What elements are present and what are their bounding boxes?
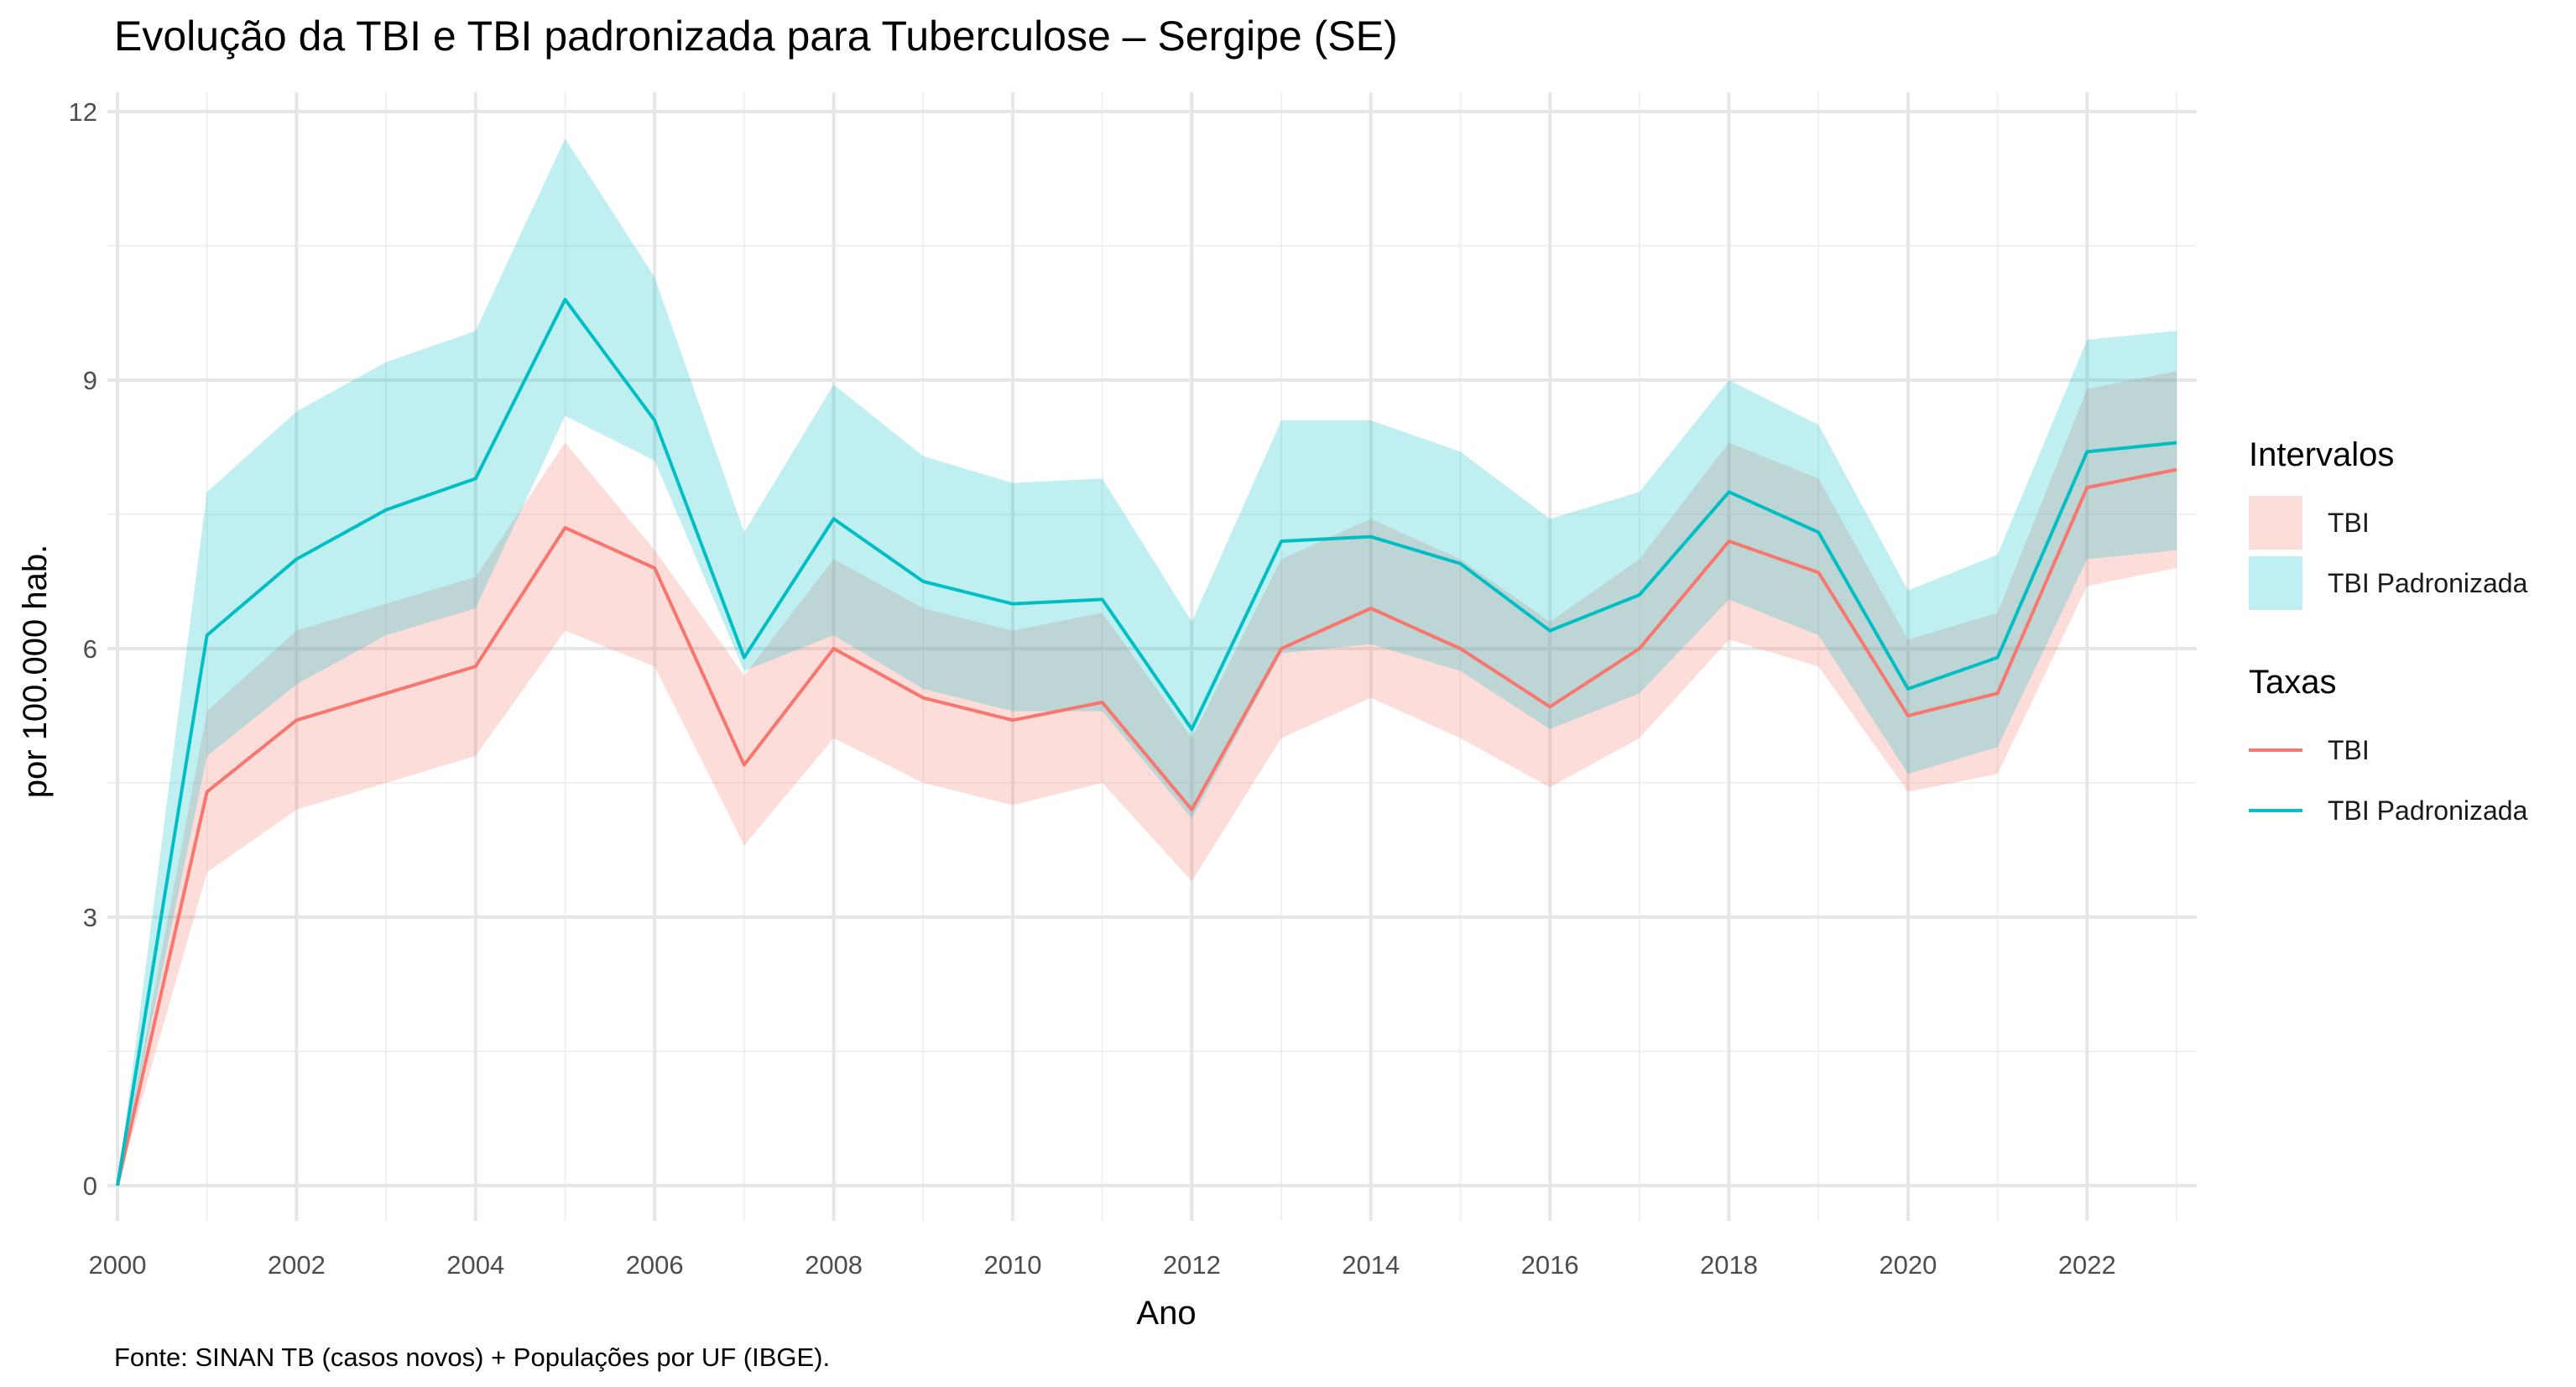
legend-rates: Taxas TBI TBI Padronizada bbox=[2249, 664, 2527, 841]
y-axis-ticks: 0 3 6 9 12 bbox=[69, 97, 97, 1201]
legend-label: TBI bbox=[2328, 734, 2370, 765]
y-tick-label: 0 bbox=[83, 1171, 97, 1201]
legend-key-tbi-ribbon bbox=[2249, 496, 2302, 550]
y-tick-label: 9 bbox=[83, 366, 97, 395]
x-tick-label: 2012 bbox=[1163, 1250, 1221, 1280]
x-tick-label: 2000 bbox=[89, 1250, 147, 1280]
legend-key-padronizada-ribbon bbox=[2249, 556, 2302, 610]
x-tick-label: 2018 bbox=[1700, 1250, 1758, 1280]
x-axis-label: Ano bbox=[1136, 1295, 1196, 1332]
legend-key-padronizada-line bbox=[2249, 784, 2302, 837]
x-tick-label: 2006 bbox=[626, 1250, 684, 1280]
x-tick-label: 2016 bbox=[1521, 1250, 1579, 1280]
x-tick-label: 2002 bbox=[268, 1250, 326, 1280]
legend: Intervalos TBI TBI Padronizada Taxas TBI… bbox=[2249, 436, 2527, 841]
series-lines bbox=[116, 298, 2177, 1186]
legend-label: TBI Padronizada bbox=[2328, 795, 2528, 826]
y-axis-label: por 100.000 hab. bbox=[17, 545, 54, 798]
legend-label: TBI Padronizada bbox=[2328, 567, 2528, 598]
x-tick-label: 2010 bbox=[983, 1250, 1041, 1280]
chart-title: Evolução da TBI e TBI padronizada para T… bbox=[114, 13, 1398, 60]
legend-item-tbi-interval: TBI bbox=[2249, 493, 2527, 553]
legend-label: TBI bbox=[2328, 507, 2370, 538]
y-tick-label: 6 bbox=[83, 634, 97, 664]
grid-major bbox=[107, 92, 2197, 1221]
y-tick-label: 3 bbox=[83, 903, 97, 932]
chart-caption: Fonte: SINAN TB (casos novos) + Populaçõ… bbox=[114, 1343, 831, 1372]
x-tick-label: 2020 bbox=[1879, 1250, 1937, 1280]
legend-item-padronizada-line: TBI Padronizada bbox=[2249, 780, 2527, 841]
y-tick-label: 12 bbox=[69, 97, 97, 127]
x-axis-ticks: 2000 2002 2004 2006 2008 2010 2012 2014 2016 2018… bbox=[89, 1250, 2116, 1280]
legend-intervals: Intervalos TBI TBI Padronizada bbox=[2249, 436, 2527, 613]
legend-intervals-title: Intervalos bbox=[2249, 436, 2395, 473]
series-line-tbi bbox=[116, 467, 2177, 1186]
ribbon-tbi bbox=[117, 371, 2177, 1186]
legend-key-tbi-line bbox=[2249, 723, 2302, 777]
x-tick-label: 2022 bbox=[2058, 1250, 2116, 1280]
x-tick-label: 2004 bbox=[446, 1250, 504, 1280]
legend-item-tbi-line: TBI bbox=[2249, 720, 2527, 780]
x-tick-label: 2014 bbox=[1342, 1250, 1400, 1280]
series-line-tbi-padronizada bbox=[116, 298, 2177, 1186]
x-tick-label: 2008 bbox=[805, 1250, 863, 1280]
legend-rates-title: Taxas bbox=[2249, 664, 2337, 701]
legend-item-padronizada-interval: TBI Padronizada bbox=[2249, 553, 2527, 613]
